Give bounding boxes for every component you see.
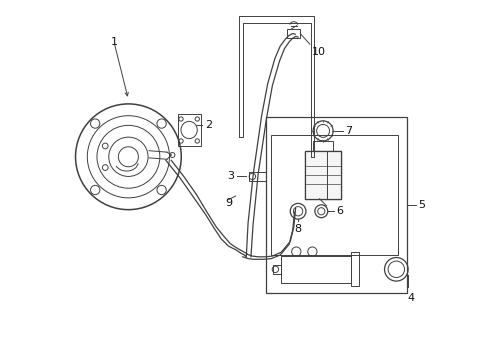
Bar [305, 150, 340, 199]
Text: 1: 1 [110, 37, 118, 48]
Text: 8: 8 [294, 224, 301, 234]
Bar [273, 265, 281, 274]
Bar [305, 150, 340, 199]
Text: 5: 5 [417, 200, 424, 210]
Text: 10: 10 [311, 47, 325, 57]
Text: 2: 2 [205, 120, 212, 130]
Bar [350, 252, 358, 286]
Text: 4: 4 [406, 293, 413, 302]
Bar [177, 114, 201, 146]
Text: 3: 3 [226, 171, 233, 181]
Bar [248, 172, 265, 181]
Text: 7: 7 [345, 126, 352, 136]
Bar [271, 135, 397, 255]
Bar [287, 29, 300, 38]
Bar [281, 256, 350, 283]
Bar [265, 117, 406, 293]
Bar [305, 150, 340, 199]
Text: 9: 9 [224, 198, 231, 208]
Bar [313, 140, 332, 150]
Text: 6: 6 [336, 206, 343, 216]
